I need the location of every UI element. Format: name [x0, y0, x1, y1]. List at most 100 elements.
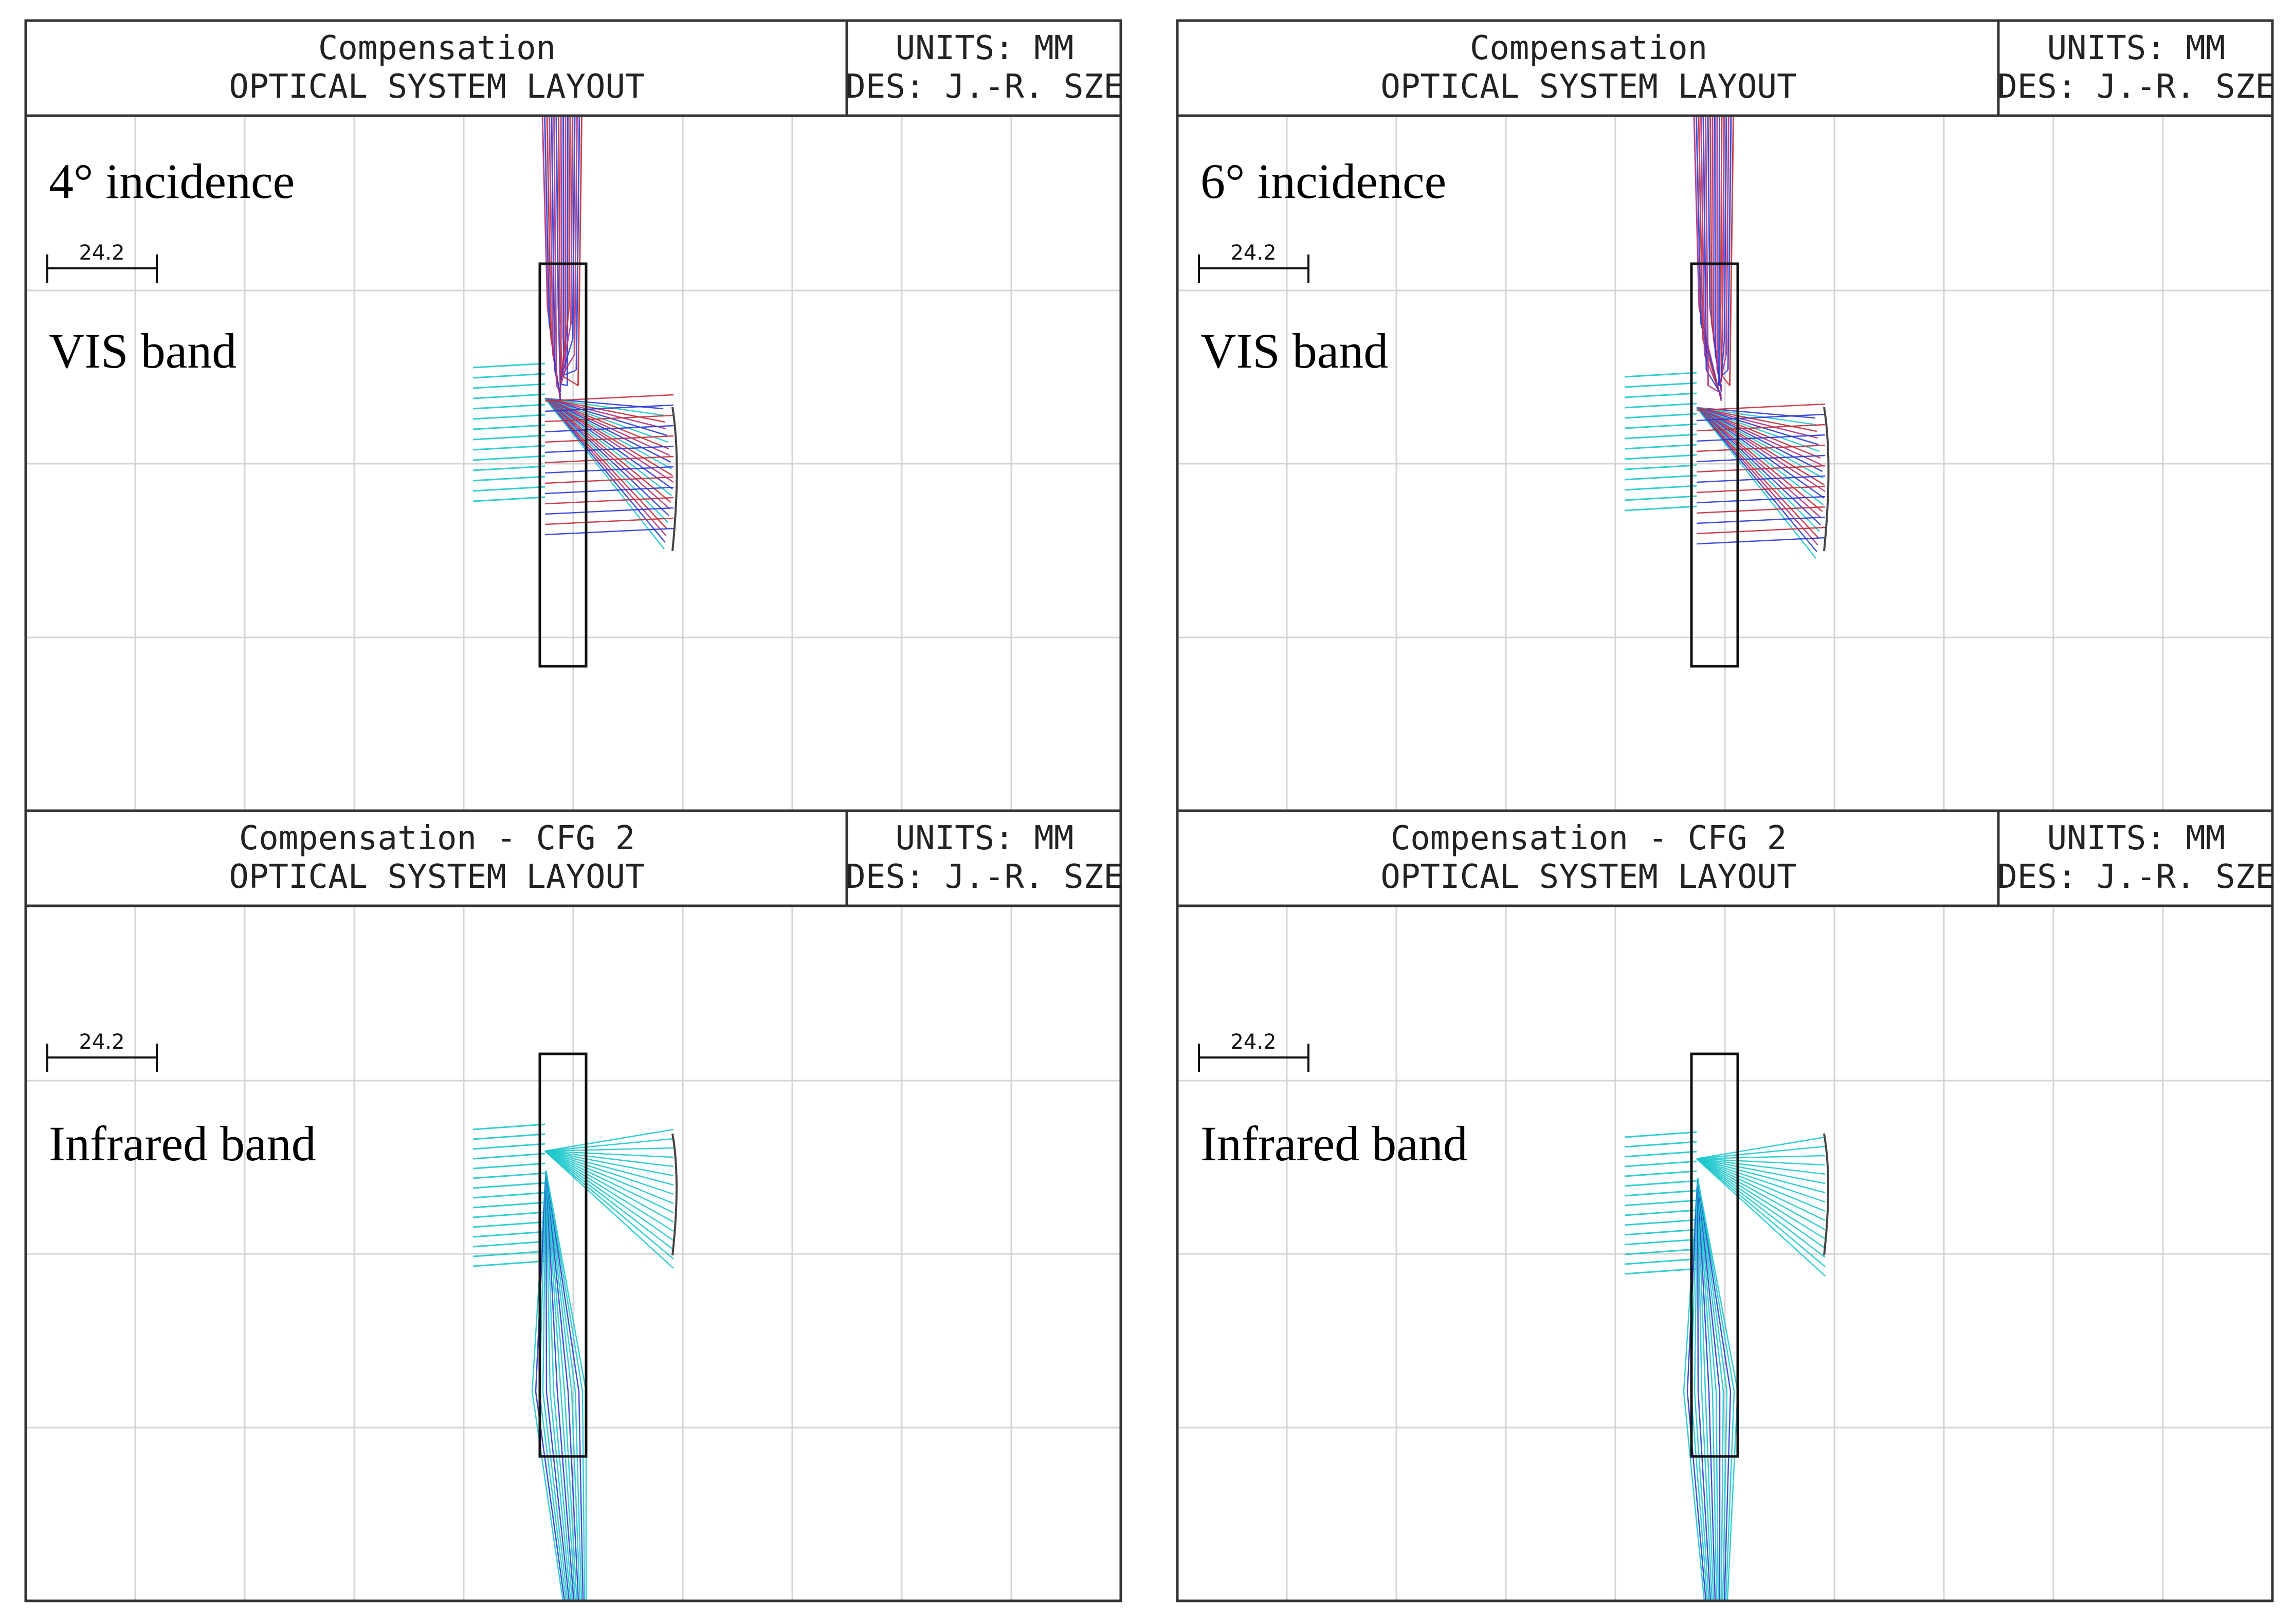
ray-input-left [472, 383, 545, 389]
ray-fan-out [544, 1150, 674, 1205]
ray-fan-out [1696, 1158, 1826, 1212]
ray-dispersed [544, 414, 674, 423]
ray-fan-out [544, 398, 672, 496]
ray-fan-out [1696, 1155, 1826, 1160]
ray-input-left [1624, 1248, 1697, 1255]
ray-input-left [472, 424, 545, 430]
ray-input-left [472, 434, 545, 441]
ray-input-left [472, 1162, 545, 1170]
ray-dispersed [544, 527, 674, 536]
designer-label: DES: J.-R. SZE [846, 68, 1123, 106]
ray-incoming-top [541, 115, 549, 309]
ray-input-left [1624, 433, 1697, 440]
ray-input-left [472, 445, 545, 451]
ray-fan-out [1696, 407, 1818, 439]
ray-incoming-top [549, 115, 554, 355]
ray-input-left [472, 1192, 545, 1199]
ray-fan-out [544, 1150, 674, 1242]
detector-surface [1823, 407, 1830, 552]
ray-fan-out [544, 397, 667, 436]
ray-fan-out [544, 398, 667, 536]
ray-dispersed [544, 445, 674, 453]
ray-input-left [1624, 1180, 1697, 1187]
ray-input-left [472, 1123, 545, 1130]
ray-fan-out [544, 397, 666, 430]
ray-exit-bottom [578, 1391, 584, 1601]
ray-input-left [472, 1260, 545, 1267]
ray-dispersed [1696, 434, 1826, 442]
ray-input-left [472, 1240, 545, 1248]
ray-incoming-top [560, 115, 563, 340]
ray-incoming-top [558, 115, 561, 324]
ray-incoming-top [1727, 115, 1732, 371]
designer-label: DES: J.-R. SZE [1997, 858, 2274, 896]
ray-fan-out [544, 397, 668, 443]
ray-incoming-top [551, 115, 556, 371]
ray-dispersed [544, 466, 674, 474]
ray-input-left [1624, 1268, 1697, 1275]
incidence-annotation: 6° incidence [1200, 154, 1446, 209]
ray-fan-out [544, 397, 665, 416]
scale-bar-label: 24.2 [1230, 241, 1276, 265]
layout-frame [24, 809, 1122, 1602]
ray-exit-bottom [1694, 1391, 1710, 1601]
designer-label: DES: J.-R. SZE [1997, 68, 2274, 106]
ray-fan-out [544, 1128, 674, 1152]
ray-fan-out [544, 1147, 674, 1152]
ray-fan-out [544, 1150, 674, 1177]
ray-fan-out [1696, 1158, 1826, 1166]
ray-input-left [1624, 392, 1697, 398]
panel-grid [1177, 906, 2272, 1601]
ray-fan-out [544, 397, 666, 423]
ray-fan-out [544, 1150, 674, 1186]
ray-fan-out [544, 1151, 674, 1269]
ray-exit-bottom [1723, 1391, 1732, 1601]
ray-incoming-top [555, 115, 559, 309]
designer-label: DES: J.-R. SZE [846, 858, 1123, 896]
scale-bar-label: 24.2 [79, 1030, 124, 1054]
ray-exit-bottom [549, 1391, 572, 1601]
ray-incoming-top [546, 115, 552, 340]
ray-top-to-apex [1720, 354, 1727, 378]
ray-input-left [472, 476, 545, 482]
units-label: UNITS: MM [2047, 29, 2226, 67]
ray-incoming-top [1714, 115, 1716, 355]
ray-bundle [1624, 1131, 1829, 1601]
ray-exit-bottom [1683, 1391, 1705, 1601]
ray-input-left [472, 404, 545, 410]
ray-bundle [1624, 115, 1830, 559]
ray-incoming-top [1702, 115, 1707, 371]
header-title: Compensation - CFG 2 [239, 819, 635, 857]
ray-exit-bottom [1708, 1391, 1716, 1601]
ray-incoming-top [572, 115, 576, 340]
ray-input-left [472, 373, 545, 379]
ray-top-to-apex [559, 339, 574, 380]
ray-input-left [472, 496, 545, 502]
ray-incoming-top [568, 115, 571, 309]
ray-exit-bottom [542, 1391, 569, 1601]
ray-exit-bottom [1704, 1391, 1715, 1601]
ray-incoming-top [1707, 115, 1711, 309]
ray-incoming-top [1718, 115, 1720, 386]
prism-element [538, 262, 588, 668]
ray-input-left [1624, 413, 1697, 419]
ray-fan-out [1696, 1136, 1826, 1160]
ray-top-to-apex [559, 323, 572, 381]
detector-surface [671, 1133, 678, 1256]
ray-dispersed [1696, 475, 1826, 483]
ray-input-left [472, 486, 545, 492]
ray-dispersed [544, 497, 674, 505]
ray-input-left [472, 1153, 545, 1160]
ray-top-to-apex [559, 354, 575, 378]
ray-dispersed [544, 455, 674, 464]
units-label: UNITS: MM [896, 29, 1074, 67]
ray-bundle [472, 1123, 678, 1601]
header-subtitle: OPTICAL SYSTEM LAYOUT [1380, 68, 1796, 106]
ray-fan-out [1696, 407, 1816, 559]
ray-fan-out [1696, 407, 1824, 505]
ray-top-to-apex [560, 383, 568, 387]
ray-fan-out [544, 1151, 674, 1250]
ray-fan-out [1696, 1158, 1826, 1276]
ray-dispersed [1696, 526, 1826, 535]
header-title: Compensation [318, 29, 556, 67]
